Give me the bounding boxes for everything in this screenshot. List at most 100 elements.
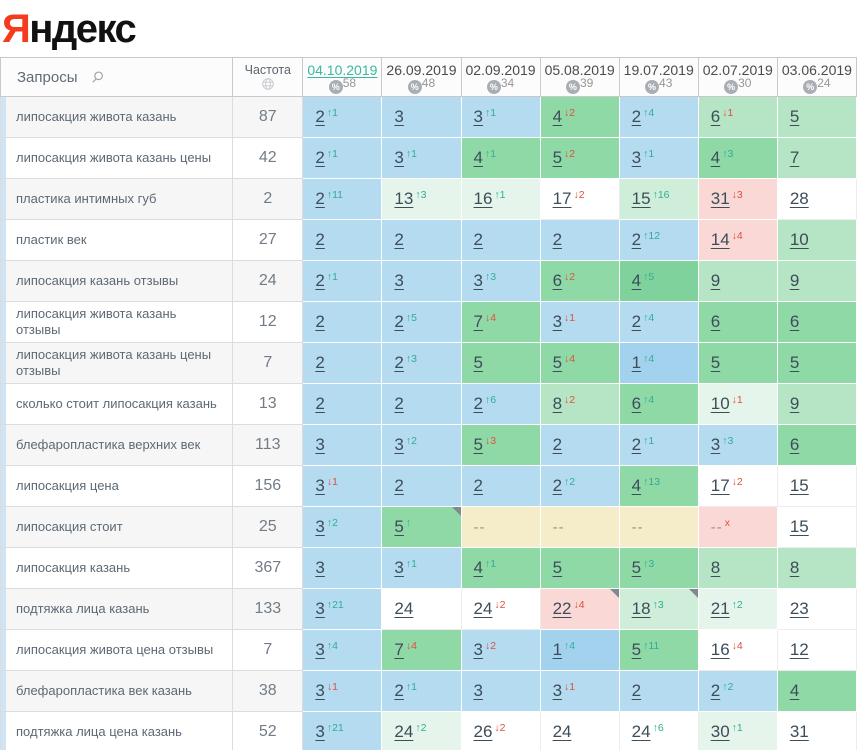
date-link[interactable]: 05.08.2019 <box>544 61 615 78</box>
position-value[interactable]: 5 <box>631 640 642 659</box>
position-value[interactable]: 3 <box>394 558 404 577</box>
position-value[interactable]: 3 <box>315 640 325 659</box>
position-value[interactable]: 3 <box>552 312 563 331</box>
position-value[interactable]: 2 <box>315 107 325 126</box>
position-value[interactable]: 4 <box>473 148 483 167</box>
position-value[interactable]: 2 <box>315 394 325 413</box>
position-value[interactable]: 3 <box>473 107 483 126</box>
position-value[interactable]: 30 <box>710 722 730 741</box>
position-value[interactable]: 2 <box>631 681 642 700</box>
position-value[interactable]: 9 <box>710 271 721 290</box>
position-value[interactable]: 9 <box>789 394 800 413</box>
position-value[interactable]: 3 <box>315 722 325 741</box>
date-link[interactable]: 03.06.2019 <box>781 61 852 78</box>
position-value[interactable]: 3 <box>315 476 325 495</box>
position-value[interactable]: 1 <box>631 353 642 372</box>
position-value[interactable]: 6 <box>631 394 642 413</box>
position-value[interactable]: 4 <box>789 681 800 700</box>
position-value[interactable]: 3 <box>315 681 325 700</box>
position-value[interactable]: 13 <box>394 189 414 208</box>
date-link[interactable]: 02.07.2019 <box>702 61 773 78</box>
position-value[interactable]: 5 <box>631 558 642 577</box>
position-value[interactable]: 2 <box>315 230 325 249</box>
position-value[interactable]: 2 <box>552 435 563 454</box>
position-value[interactable]: 21 <box>710 599 730 618</box>
position-value[interactable]: 6 <box>710 312 721 331</box>
position-value[interactable]: 3 <box>394 148 404 167</box>
position-value[interactable]: 2 <box>315 312 325 331</box>
position-value[interactable]: 3 <box>394 271 404 290</box>
position-value[interactable]: 2 <box>394 394 404 413</box>
position-value[interactable]: 5 <box>710 353 721 372</box>
position-value[interactable]: 8 <box>789 558 800 577</box>
position-value[interactable]: 24 <box>394 599 414 618</box>
position-value[interactable]: 24 <box>631 722 651 741</box>
position-value[interactable]: 2 <box>631 312 642 331</box>
position-value[interactable]: 3 <box>631 148 642 167</box>
position-value[interactable]: 6 <box>710 107 721 126</box>
position-value[interactable]: 5 <box>552 353 563 372</box>
position-value[interactable]: 22 <box>552 599 572 618</box>
position-value[interactable]: 5 <box>552 148 563 167</box>
position-value[interactable]: 3 <box>315 517 325 536</box>
position-value[interactable]: 4 <box>552 107 563 126</box>
position-value[interactable]: 16 <box>710 640 730 659</box>
position-value[interactable]: 2 <box>315 271 325 290</box>
position-value[interactable]: 5 <box>394 517 404 536</box>
position-value[interactable]: 2 <box>473 476 483 495</box>
position-value[interactable]: 14 <box>710 230 730 249</box>
position-value[interactable]: 2 <box>710 681 721 700</box>
position-value[interactable]: 23 <box>789 599 809 618</box>
position-value[interactable]: 5 <box>473 435 483 454</box>
position-value[interactable]: 12 <box>789 640 809 659</box>
position-value[interactable]: 3 <box>710 435 721 454</box>
date-link[interactable]: 04.10.2019 <box>307 61 378 78</box>
position-value[interactable]: 5 <box>552 558 563 577</box>
position-value[interactable]: 7 <box>789 148 800 167</box>
position-value[interactable]: 2 <box>394 230 404 249</box>
position-value[interactable]: 4 <box>473 558 483 577</box>
position-value[interactable]: 2 <box>631 107 642 126</box>
position-value[interactable]: 2 <box>315 189 325 208</box>
position-value[interactable]: 15 <box>631 189 651 208</box>
position-value[interactable]: 10 <box>789 230 809 249</box>
position-value[interactable]: 6 <box>552 271 563 290</box>
position-value[interactable]: 2 <box>631 230 642 249</box>
position-value[interactable]: 3 <box>394 435 404 454</box>
position-value[interactable]: 7 <box>394 640 404 659</box>
position-value[interactable]: 1 <box>552 640 563 659</box>
position-value[interactable]: 6 <box>789 435 800 454</box>
position-value[interactable]: 15 <box>789 476 809 495</box>
position-value[interactable]: 2 <box>315 148 325 167</box>
position-value[interactable]: 2 <box>394 681 404 700</box>
position-value[interactable]: 8 <box>552 394 563 413</box>
position-value[interactable]: 6 <box>789 312 800 331</box>
position-value[interactable]: 17 <box>710 476 730 495</box>
position-value[interactable]: 15 <box>789 517 809 536</box>
position-value[interactable]: 2 <box>315 353 325 372</box>
position-value[interactable]: 18 <box>631 599 651 618</box>
position-value[interactable]: 5 <box>789 353 800 372</box>
position-value[interactable]: 3 <box>473 271 483 290</box>
position-value[interactable]: 3 <box>315 558 325 577</box>
position-value[interactable]: 26 <box>473 722 493 741</box>
position-value[interactable]: 28 <box>789 189 809 208</box>
position-value[interactable]: 3 <box>552 681 563 700</box>
position-value[interactable]: 2 <box>394 476 404 495</box>
position-value[interactable]: 3 <box>473 681 483 700</box>
position-value[interactable]: 2 <box>473 394 483 413</box>
position-value[interactable]: 17 <box>552 189 572 208</box>
position-value[interactable]: 2 <box>394 312 404 331</box>
position-value[interactable]: 16 <box>473 189 493 208</box>
position-value[interactable]: 3 <box>473 640 483 659</box>
position-value[interactable]: 5 <box>789 107 800 126</box>
position-value[interactable]: 5 <box>473 353 483 372</box>
position-value[interactable]: 3 <box>315 435 325 454</box>
position-value[interactable]: 24 <box>473 599 493 618</box>
position-value[interactable]: 2 <box>394 353 404 372</box>
position-value[interactable]: 10 <box>710 394 730 413</box>
position-value[interactable]: 31 <box>789 722 809 741</box>
search-icon[interactable] <box>91 70 105 84</box>
position-value[interactable]: 2 <box>552 476 563 495</box>
position-value[interactable]: 2 <box>631 435 642 454</box>
